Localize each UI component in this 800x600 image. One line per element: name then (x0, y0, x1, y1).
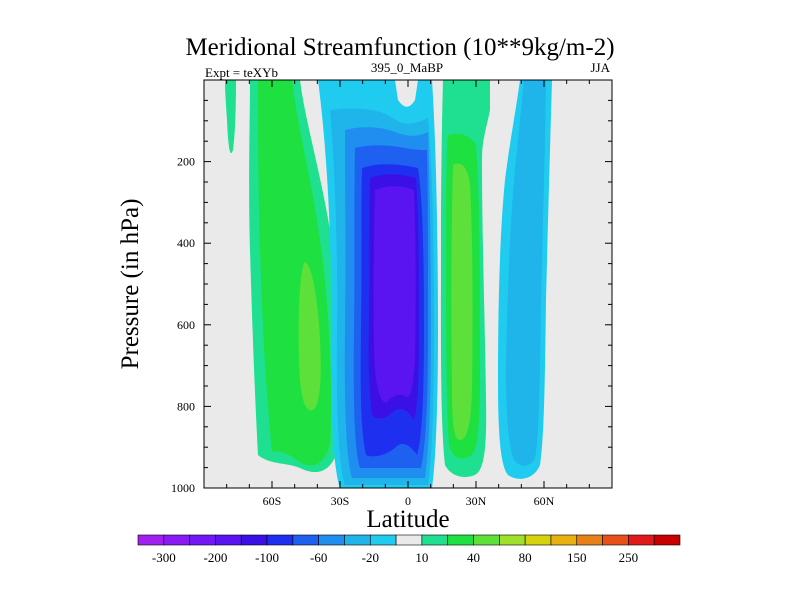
y-tick-label: 800 (177, 399, 195, 413)
colorbar-swatch (576, 534, 603, 546)
colorbar-swatch (369, 534, 397, 546)
colorbar-label: -20 (362, 550, 379, 565)
colorbar-label: -300 (152, 550, 176, 565)
contour-sh-strip (225, 80, 236, 154)
colorbar-swatch (163, 534, 190, 546)
chart-title: Meridional Streamfunction (10**9kg/m-2) (185, 34, 614, 61)
colorbar-label: -60 (310, 550, 327, 565)
colorbar-swatch (292, 534, 319, 546)
right-string: JJA (590, 60, 610, 75)
contour-nh-neg-20 (506, 80, 546, 466)
left-string: Expt = teXYb (205, 65, 278, 80)
colorbar-label: 150 (567, 550, 587, 565)
y-tick-label: 1000 (171, 481, 195, 495)
x-tick-label: 0 (405, 494, 411, 508)
y-tick-label: 400 (177, 236, 195, 250)
colorbar-swatch (240, 534, 268, 546)
colorbar-swatch (447, 534, 474, 546)
y-tick-label: 600 (177, 318, 195, 332)
colorbar-swatch (318, 534, 345, 546)
colorbar-swatch (395, 534, 423, 546)
contour-nh-pos-40 (451, 163, 473, 441)
colorbar-swatch (137, 534, 165, 546)
plot-area (203, 79, 613, 489)
x-axis-label: Latitude (366, 506, 449, 533)
contour-sh-pos-40 (298, 262, 321, 411)
y-axis-label: Pressure (in hPa) (117, 199, 144, 370)
colorbar-label: 80 (519, 550, 532, 565)
x-tick-label: 60S (263, 494, 282, 508)
contour-fills (225, 80, 552, 488)
colorbar-label: 10 (415, 550, 428, 565)
colorbar-label: -100 (255, 550, 279, 565)
x-tick-label: 60N (534, 494, 555, 508)
colorbar-swatch (602, 534, 629, 546)
colorbar-swatch (550, 534, 578, 546)
axes: 60S 30S 0 30N 60N 200 400 600 800 1000 (171, 80, 612, 508)
colorbar-label: -200 (204, 550, 228, 565)
colorbar-swatch (421, 534, 449, 546)
contour-neg-150 (373, 186, 416, 403)
x-tick-label: 30N (466, 494, 487, 508)
colorbar-swatch (189, 534, 216, 546)
colorbar-label: 40 (467, 550, 480, 565)
x-tick-label: 30S (331, 494, 350, 508)
colorbar: -300 -200 -100 -60 -20 10 40 80 150 250 (137, 534, 681, 565)
colorbar-swatch (499, 534, 526, 546)
center-string: 395_0_MaBP (371, 60, 443, 75)
colorbar-swatch (344, 534, 371, 546)
colorbar-swatch (215, 534, 242, 546)
colorbar-label: 250 (619, 550, 639, 565)
colorbar-swatch (473, 534, 500, 546)
colorbar-swatch (628, 534, 655, 546)
colorbar-swatch (524, 534, 552, 546)
y-tick-label: 200 (177, 155, 195, 169)
colorbar-swatch (266, 534, 294, 546)
colorbar-swatch (653, 534, 681, 546)
